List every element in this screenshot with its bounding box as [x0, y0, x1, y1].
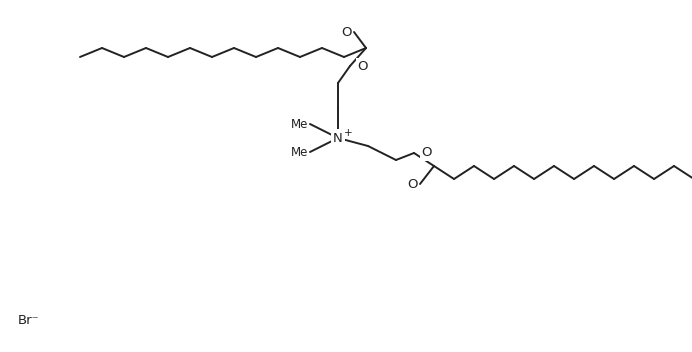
Text: O: O [357, 59, 367, 73]
Text: Br⁻: Br⁻ [18, 314, 39, 327]
Text: O: O [341, 25, 352, 38]
Text: N: N [333, 132, 343, 145]
Text: +: + [344, 128, 352, 138]
Text: Me: Me [291, 145, 308, 158]
Text: Me: Me [291, 118, 308, 131]
Text: O: O [421, 146, 432, 159]
Text: O: O [408, 177, 418, 190]
